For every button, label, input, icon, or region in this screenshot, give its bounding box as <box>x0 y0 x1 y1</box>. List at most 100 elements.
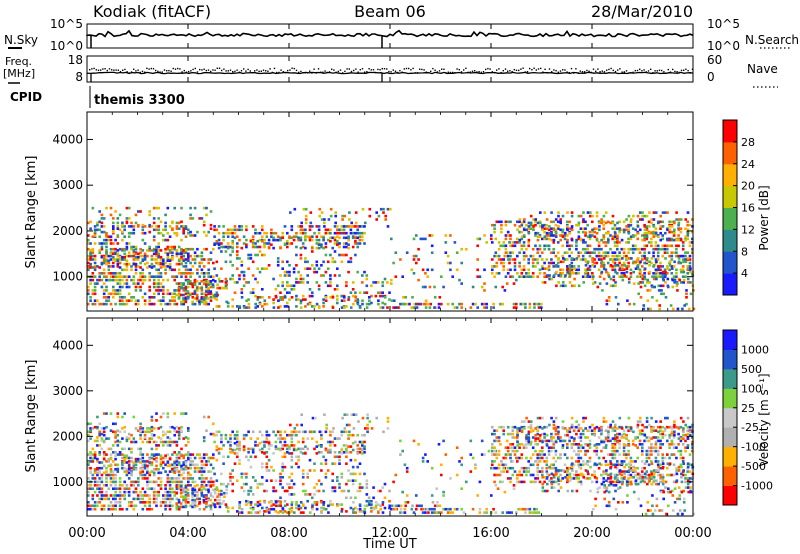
power-cell <box>501 285 504 289</box>
power-cell <box>525 272 528 275</box>
power-cell <box>242 235 246 238</box>
velocity-cell <box>412 511 416 514</box>
power-cell <box>593 230 596 234</box>
power-cell <box>622 251 626 254</box>
velocity-cell <box>93 480 97 484</box>
nave-dot <box>258 70 260 73</box>
velocity-cell <box>401 511 404 514</box>
nave-dot <box>199 68 201 71</box>
nave-dot <box>194 67 196 70</box>
power-cell <box>627 277 631 281</box>
nave-dot <box>678 71 680 74</box>
velocity-cell <box>536 470 539 473</box>
power-cell <box>449 268 452 272</box>
velocity-cell <box>349 451 353 454</box>
power-cell <box>159 255 163 259</box>
power-cell <box>121 221 124 225</box>
velocity-cell <box>121 437 124 440</box>
power-cell <box>320 274 323 277</box>
power-cell <box>105 252 108 256</box>
nave-dot <box>650 68 652 71</box>
power-cell <box>591 214 594 218</box>
power-cell <box>656 251 660 254</box>
power-cell <box>166 231 170 235</box>
power-cell <box>606 272 610 275</box>
velocity-cell <box>522 480 526 484</box>
power-cell <box>320 235 323 238</box>
velocity-cell <box>146 440 149 444</box>
nave-dot <box>661 69 663 72</box>
power-cell <box>620 228 624 232</box>
power-cell <box>251 288 255 291</box>
velocity-cell <box>118 487 122 490</box>
velocity-cell <box>96 471 99 475</box>
power-cell <box>207 275 210 278</box>
power-cell <box>137 265 140 268</box>
velocity-cell <box>349 472 353 476</box>
power-cell <box>493 227 496 230</box>
power-cell <box>179 300 183 304</box>
velocity-cell <box>184 412 188 415</box>
velocity-cell <box>304 445 307 448</box>
power-cell <box>202 302 206 306</box>
velocity-cell <box>150 447 154 451</box>
power-cell <box>575 238 578 242</box>
power-cell <box>584 251 587 254</box>
velocity-cell <box>529 473 533 477</box>
power-cell <box>249 239 253 243</box>
velocity-cell <box>150 419 154 422</box>
nave-dot <box>379 69 381 71</box>
power-cell <box>356 302 360 306</box>
nave-dot <box>223 68 225 70</box>
power-cell <box>324 270 328 274</box>
velocity-cell <box>403 511 407 514</box>
velocity-cell <box>348 430 351 434</box>
power-cell <box>193 261 197 265</box>
power-cell <box>582 281 585 284</box>
velocity-cell <box>376 489 380 493</box>
power-cell <box>687 307 691 311</box>
power-cell <box>616 238 619 242</box>
power-cell <box>607 231 610 235</box>
nave-dot <box>680 69 683 72</box>
velocity-cell <box>435 511 438 514</box>
velocity-cell <box>345 444 348 447</box>
power-cell <box>265 267 269 270</box>
power-cell <box>91 292 95 296</box>
power-cell <box>593 261 596 265</box>
power-cell <box>564 274 567 277</box>
power-cell <box>114 247 117 251</box>
power-cell <box>274 238 278 242</box>
power-cell <box>175 262 179 266</box>
power-cell <box>209 296 213 299</box>
power-cell <box>689 270 692 274</box>
velocity-cell <box>256 486 259 489</box>
velocity-cell <box>313 486 316 489</box>
power-cell <box>584 275 587 278</box>
velocity-cell <box>109 470 113 473</box>
velocity-cell <box>568 466 571 470</box>
power-cell <box>148 278 151 282</box>
power-cell <box>536 275 539 278</box>
power-cell <box>236 245 239 249</box>
power-cell <box>286 245 289 249</box>
power-cell <box>685 289 688 292</box>
velocity-cell <box>283 437 287 440</box>
power-cell <box>606 254 610 258</box>
power-cell <box>240 246 244 250</box>
power-cell <box>646 260 649 264</box>
velocity-cell <box>333 455 337 459</box>
power-cell <box>556 265 560 268</box>
velocity-cell <box>340 452 344 455</box>
power-cell <box>258 270 262 274</box>
velocity-cell <box>509 443 512 446</box>
power-cell <box>105 299 108 302</box>
velocity-cell <box>93 477 97 480</box>
power-cell <box>299 306 303 309</box>
power-cell <box>643 244 646 248</box>
power-cell <box>189 261 192 265</box>
power-cell <box>182 251 185 254</box>
power-cell <box>681 258 685 261</box>
velocity-cell <box>393 507 396 511</box>
power-cell <box>184 225 188 228</box>
